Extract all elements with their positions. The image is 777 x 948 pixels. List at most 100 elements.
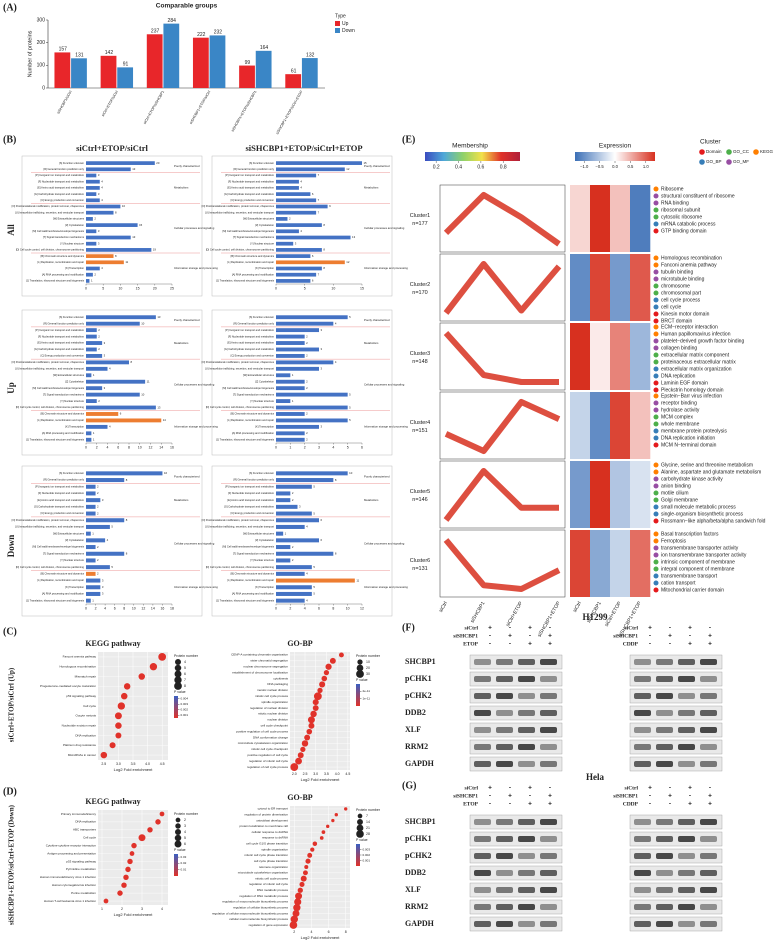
blot-strip bbox=[469, 739, 563, 755]
condition-sign: + bbox=[548, 793, 552, 800]
category-label: [S] Function unknown bbox=[249, 315, 275, 319]
heat-cell bbox=[610, 185, 631, 252]
condition-label: siCtrl bbox=[465, 625, 479, 631]
value-label: 1 bbox=[92, 531, 94, 535]
p-tick-label: 0.002 bbox=[363, 853, 371, 857]
blot-strip bbox=[469, 899, 563, 915]
blot-strip bbox=[629, 916, 723, 932]
y-tick-label: DNA metabolic process bbox=[257, 888, 289, 892]
group-label: Cellular processes and signaling bbox=[364, 383, 405, 387]
condition-label: siSHCBP1 bbox=[613, 793, 638, 799]
colorbar-tick-label: 1.0 bbox=[643, 164, 649, 169]
blot-band bbox=[634, 710, 651, 716]
blot-band bbox=[474, 744, 491, 750]
condition-label: siSHCBP1 bbox=[453, 633, 478, 639]
heat-cell bbox=[570, 254, 591, 321]
blot-band bbox=[656, 904, 673, 910]
blot-strip bbox=[629, 756, 723, 772]
term-label: membrane protein proteolysis bbox=[661, 428, 727, 434]
blot-band bbox=[540, 904, 557, 910]
size-legend-dot bbox=[174, 834, 182, 842]
bar bbox=[276, 198, 317, 203]
x-tick-label: 12 bbox=[149, 445, 153, 449]
condition-sign: + bbox=[648, 625, 652, 632]
value-label: 1 bbox=[93, 373, 95, 377]
value-label: 4 bbox=[101, 179, 103, 183]
protein-label: RRM2 bbox=[405, 742, 428, 751]
bar bbox=[276, 538, 319, 543]
bar bbox=[86, 412, 119, 416]
x-tick-label: 15 bbox=[136, 286, 140, 290]
category-label: [Y] Nuclear structure bbox=[250, 241, 274, 245]
blot-band bbox=[656, 693, 673, 699]
heat-cell bbox=[570, 530, 591, 597]
blot-band bbox=[540, 921, 557, 927]
blot-band bbox=[540, 744, 557, 750]
term-dot bbox=[653, 442, 659, 448]
term-label: Basal transcription factors bbox=[661, 531, 719, 537]
x-tick-label: 3.5 bbox=[324, 772, 329, 776]
condition-sign: + bbox=[688, 641, 692, 648]
protein-label: DDB2 bbox=[405, 868, 426, 877]
heat-cell bbox=[570, 392, 591, 459]
term-label: RNA binding bbox=[661, 200, 689, 206]
condition-label: siSHCBP1 bbox=[613, 633, 638, 639]
blot-band bbox=[474, 819, 491, 825]
blot-band bbox=[496, 921, 513, 927]
x-tick-label: 18 bbox=[170, 606, 174, 610]
bar bbox=[86, 173, 97, 178]
blot-band bbox=[540, 887, 557, 893]
term-label: Ribosome bbox=[661, 186, 684, 192]
category-label: [U] Intracellular trafficking, secretion… bbox=[205, 525, 274, 529]
blot-strip bbox=[629, 899, 723, 915]
condition-label: ETOP bbox=[463, 801, 479, 807]
value-label: 7 bbox=[318, 272, 320, 276]
term-label: ECM−receptor interaction bbox=[661, 324, 718, 330]
condition-sign: - bbox=[489, 633, 491, 640]
term-label: Rossmann−like alpha/beta/alpha sandwich … bbox=[661, 518, 766, 524]
blot-band bbox=[678, 921, 695, 927]
x-tick-label: 4 bbox=[304, 606, 306, 610]
bar bbox=[86, 578, 101, 583]
legend-label: GO_BP bbox=[706, 159, 722, 164]
value-label: 91 bbox=[123, 62, 129, 68]
blot-band bbox=[634, 904, 651, 910]
value-label: 13 bbox=[132, 235, 136, 239]
value-label: 2 bbox=[97, 558, 99, 562]
bar bbox=[276, 418, 348, 423]
bar bbox=[276, 334, 305, 339]
value-label: 3 bbox=[102, 585, 104, 589]
y-tick-label: DNA replication bbox=[75, 733, 96, 737]
x-tick-label: 3 bbox=[318, 445, 320, 449]
category-label: [E] Amino acid transport and metabolism bbox=[227, 186, 274, 190]
blot-band bbox=[634, 761, 651, 767]
category-label: [E] Amino acid transport and metabolism bbox=[37, 341, 84, 345]
bar bbox=[276, 321, 334, 326]
bar bbox=[86, 235, 131, 240]
condition-sign: - bbox=[689, 633, 691, 640]
bar bbox=[86, 565, 110, 570]
bar bbox=[276, 412, 305, 416]
term-dot bbox=[653, 566, 659, 572]
protein-label: DDB2 bbox=[405, 708, 426, 717]
y-tick-label: meiotic nuclear division bbox=[257, 688, 288, 692]
bar bbox=[276, 179, 299, 184]
size-legend-dot bbox=[356, 830, 364, 838]
bar bbox=[276, 173, 317, 178]
bar bbox=[276, 241, 294, 246]
condition-sign: - bbox=[509, 625, 511, 632]
condition-sign: - bbox=[549, 625, 551, 632]
value-label: 2 bbox=[97, 491, 99, 495]
bar bbox=[276, 266, 322, 271]
x-tick-label: 2 bbox=[293, 930, 295, 934]
subchart-frame bbox=[21, 155, 203, 297]
value-label: 2 bbox=[306, 431, 308, 435]
dot bbox=[301, 740, 309, 747]
bar bbox=[86, 424, 108, 429]
y-tick-label: CENP-A containing chromatin organization bbox=[231, 653, 288, 657]
category-label: [A] RNA processing and modification bbox=[232, 431, 275, 435]
value-label: 8 bbox=[126, 478, 128, 482]
blot-band bbox=[518, 761, 535, 767]
category-label: [A] RNA processing and modification bbox=[232, 592, 275, 596]
cluster-profile bbox=[443, 192, 561, 247]
